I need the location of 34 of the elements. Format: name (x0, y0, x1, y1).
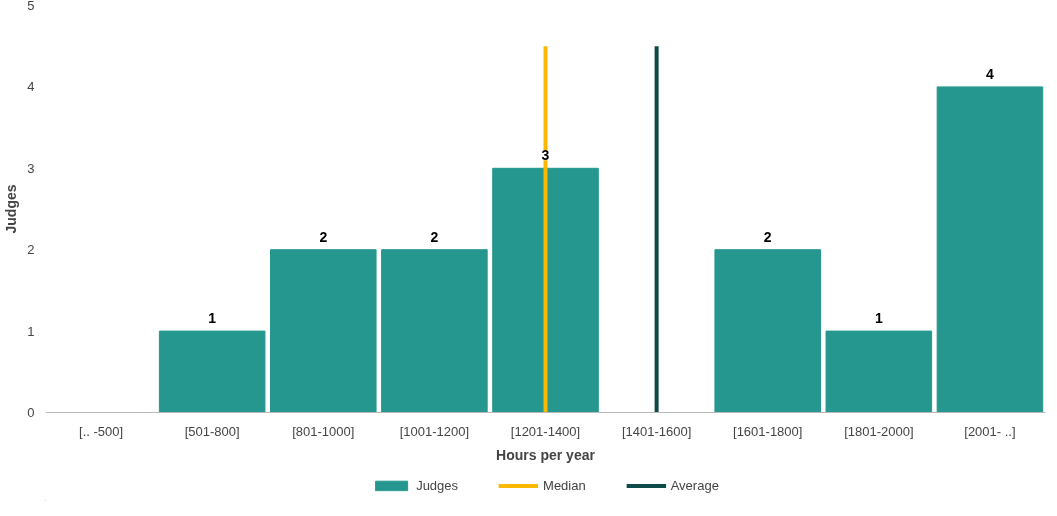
x-tick-label: [.. -500] (79, 423, 124, 439)
x-tick-label: [1601-1800] (733, 423, 803, 439)
legend-label: Median (543, 477, 586, 493)
data-label: 2 (763, 228, 772, 245)
x-tick-label: [501-800] (184, 423, 240, 439)
x-tick-label: [801-1000] (292, 423, 355, 439)
y-tick-label: 0 (27, 405, 35, 420)
bar (270, 249, 377, 413)
data-label: 2 (430, 228, 439, 245)
legend-label: Average (670, 477, 719, 493)
bar (492, 167, 599, 413)
y-tick-label: 4 (27, 79, 35, 95)
y-tick-label: 5 (27, 0, 35, 13)
data-label: 2 (319, 228, 328, 245)
bar (158, 330, 266, 413)
x-axis-title: Hours per year (496, 446, 596, 463)
data-label: 1 (874, 310, 883, 327)
x-tick-label: [1201-1400] (510, 423, 581, 439)
x-tick-label: [2001- ..] (964, 423, 1016, 439)
data-label: 4 (986, 65, 995, 82)
bar (825, 330, 933, 413)
x-tick-label: [1001-1200] (399, 423, 470, 439)
bar (714, 249, 821, 413)
data-label: 3 (541, 147, 550, 164)
y-tick-label: 3 (27, 160, 35, 176)
y-axis-title: Judges (3, 184, 20, 234)
legend-label: Judges (416, 477, 459, 493)
y-tick-label: 2 (27, 242, 35, 258)
bar (936, 86, 1044, 413)
bar (381, 249, 488, 413)
data-label: 1 (208, 310, 217, 327)
y-tick-label: 1 (27, 323, 35, 339)
x-tick-label: [1401-1600] (621, 423, 692, 439)
x-tick-label: [1801-2000] (844, 423, 914, 439)
